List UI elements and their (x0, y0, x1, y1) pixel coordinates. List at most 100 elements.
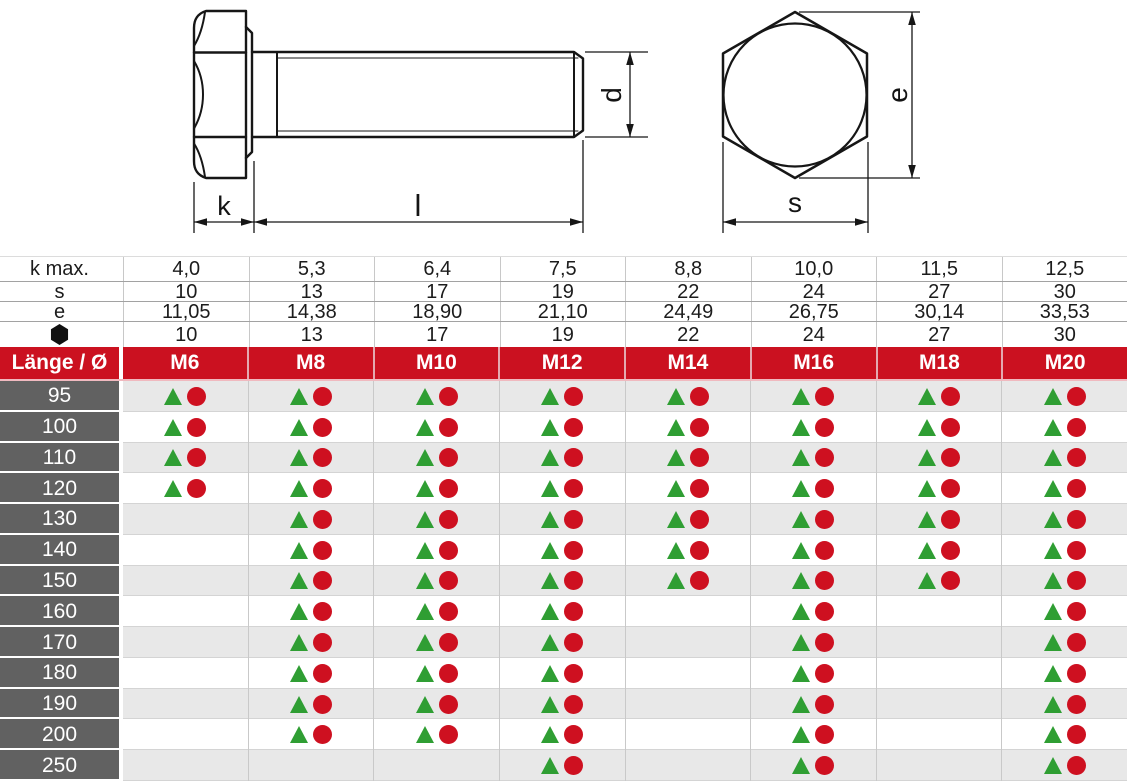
triangle-icon (289, 572, 308, 590)
availability-cell (875, 381, 1002, 412)
circle-icon (187, 417, 207, 437)
triangle-icon (541, 387, 560, 405)
table-row: 190 (0, 688, 1127, 720)
circle-icon (312, 725, 332, 745)
availability-cell (875, 473, 1002, 505)
triangle-icon (289, 541, 308, 559)
availability-cell (750, 657, 876, 689)
triangle-icon (918, 510, 937, 528)
circle-icon (1066, 694, 1086, 714)
circle-icon (689, 479, 709, 499)
size-column-header: M20 (1001, 347, 1127, 379)
spec-value: 7,5 (499, 257, 626, 281)
triangle-icon (415, 449, 434, 467)
availability-cell (1001, 627, 1127, 658)
availability-cell (1001, 411, 1127, 443)
triangle-icon (918, 449, 937, 467)
availability-cell (123, 504, 248, 535)
triangle-icon (1043, 449, 1062, 467)
availability-cell (123, 565, 248, 597)
availability-cell (123, 627, 248, 658)
availability-cell (1001, 473, 1127, 505)
availability-cell (123, 688, 248, 720)
availability-cell (1001, 596, 1127, 628)
circle-icon (689, 540, 709, 560)
circle-icon (941, 571, 961, 591)
availability-cell (1001, 719, 1127, 751)
availability-cell (750, 596, 876, 628)
circle-icon (1066, 417, 1086, 437)
availability-cell (373, 688, 499, 720)
circle-icon (1066, 509, 1086, 529)
triangle-icon (792, 387, 811, 405)
triangle-icon (541, 541, 560, 559)
circle-icon (1066, 571, 1086, 591)
spec-value: 12,5 (1001, 257, 1127, 281)
availability-cell (750, 534, 876, 566)
length-label: 250 (0, 750, 119, 781)
triangle-icon (541, 664, 560, 682)
triangle-icon (918, 480, 937, 498)
availability-cell (1001, 534, 1127, 566)
table-row: 150 (0, 565, 1127, 597)
triangle-icon (415, 634, 434, 651)
circle-icon (312, 571, 332, 591)
circle-icon (312, 448, 332, 468)
circle-icon (312, 663, 332, 683)
circle-icon (815, 417, 835, 437)
triangle-icon (415, 726, 434, 744)
triangle-icon (289, 603, 308, 621)
triangle-icon (164, 449, 183, 467)
availability-cell (875, 534, 1002, 566)
circle-icon (689, 448, 709, 468)
length-label: 160 (0, 596, 119, 628)
availability-cell (624, 473, 751, 505)
availability-cell (247, 442, 374, 474)
availability-cell (750, 627, 876, 658)
circle-icon (438, 386, 458, 406)
triangle-icon (792, 726, 811, 744)
triangle-icon (415, 572, 434, 590)
availability-cell (247, 565, 374, 597)
dim-label-d: d (596, 87, 627, 103)
triangle-icon (541, 449, 560, 467)
availability-cell (498, 688, 625, 720)
circle-icon (312, 386, 332, 406)
length-label: 110 (0, 442, 119, 474)
spec-value: 22 (625, 282, 751, 302)
availability-cell (123, 381, 248, 412)
availability-cell (624, 719, 751, 751)
triangle-icon (289, 726, 308, 744)
bolt-drawing-svg: k l d e s (192, 9, 920, 233)
availability-cell (498, 719, 625, 751)
availability-cell (1001, 750, 1127, 781)
length-label: 130 (0, 504, 119, 535)
availability-cell (750, 442, 876, 474)
spec-value: 8,8 (625, 257, 751, 281)
availability-cell (750, 381, 876, 412)
availability-table: 95 100 110 120 130 140 150 160 170 180 190 200 250 (0, 381, 1127, 781)
size-column-header: M14 (624, 347, 750, 379)
circle-icon (438, 479, 458, 499)
length-label: 200 (0, 719, 119, 751)
circle-icon (941, 448, 961, 468)
circle-icon (564, 540, 584, 560)
availability-cell (624, 381, 751, 412)
spec-value: 13 (248, 282, 375, 302)
availability-cell (498, 565, 625, 597)
circle-icon (689, 571, 709, 591)
length-label: 180 (0, 657, 119, 689)
spec-value: 30 (1001, 282, 1127, 302)
circle-icon (187, 479, 207, 499)
circle-icon (1066, 602, 1086, 622)
table-row: 130 (0, 504, 1127, 535)
circle-icon (564, 663, 584, 683)
spec-label-hex (0, 324, 119, 345)
table-row: 140 (0, 534, 1127, 566)
availability-cell (247, 750, 374, 781)
size-header-row: Länge / Ø M6 M8 M10 M12 M14 M16 M18 M20 (0, 347, 1127, 381)
availability-cell (373, 565, 499, 597)
availability-cell (624, 627, 751, 658)
length-label: 120 (0, 473, 119, 505)
